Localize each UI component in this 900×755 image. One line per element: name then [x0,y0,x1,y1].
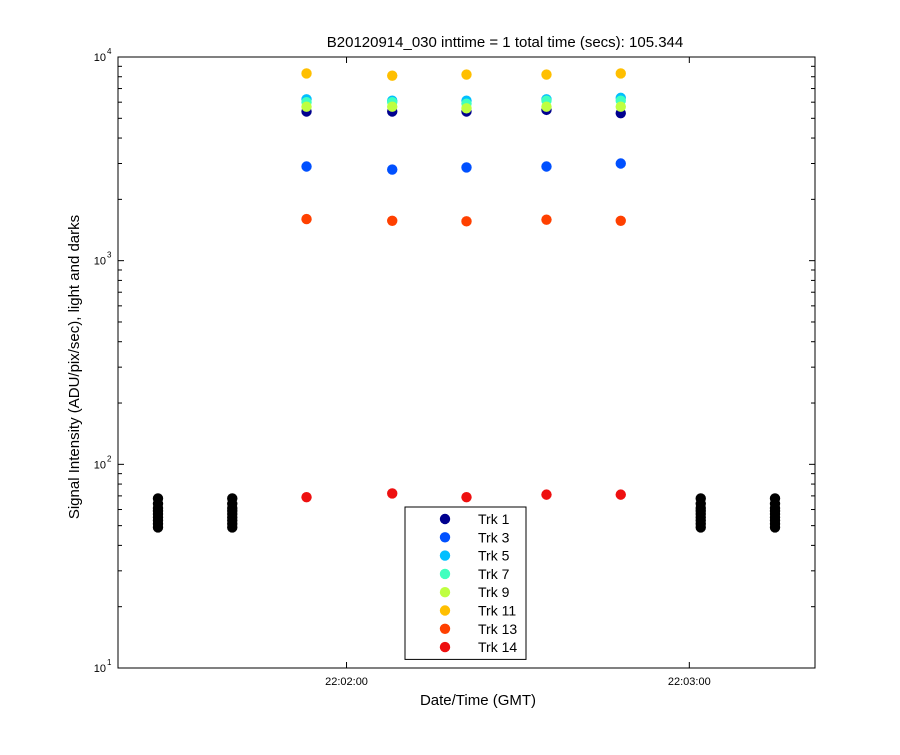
data-point [387,70,398,81]
data-point [615,489,626,500]
data-point [387,488,398,499]
axes-frame [117,56,816,669]
data-point [461,69,472,80]
legend-label: Trk 14 [478,639,517,655]
data-point [541,489,552,500]
data-point [615,68,626,79]
y-tick-base: 10 [94,663,106,675]
y-tick-base: 10 [94,52,106,64]
legend-marker [439,568,451,580]
data-point [461,216,472,227]
data-point [461,491,472,503]
legend-label: Trk 1 [478,511,510,527]
series-trk-9 [301,101,626,114]
chart-title: B20120914_030 inttime = 1 total time (se… [327,34,683,51]
series-trk-3 [301,158,626,175]
dark-point [695,493,706,504]
data-point [615,215,626,226]
legend-marker [439,641,451,653]
data-point [387,215,398,226]
y-tick-exponent: 3 [107,251,112,260]
data-point [301,68,312,79]
series-trk-14 [301,488,626,503]
legend-label: Trk 7 [478,566,510,582]
legend-box [404,506,527,660]
legend-label: Trk 3 [478,529,510,545]
data-point [301,161,312,172]
legend-label: Trk 9 [478,584,510,600]
data-point [615,101,626,112]
y-tick-base: 10 [94,256,106,268]
legend-label: Trk 13 [478,621,517,637]
data-point [461,162,472,173]
y-tick-exponent: 4 [107,47,112,56]
x-axis-label: Date/Time (GMT) [420,692,536,709]
legend-marker [439,532,451,543]
x-tick-label: 22:03:00 [668,676,711,688]
y-tick-label: 102 [94,454,112,471]
data-point [541,101,552,112]
data-point [541,214,552,225]
dark-point [227,493,238,504]
legend-marker [439,513,451,525]
data-point [301,491,312,503]
data-point [615,158,626,169]
y-tick-label: 104 [94,47,112,64]
data-point [387,101,398,112]
y-tick-exponent: 1 [107,658,112,667]
dark-point [769,493,781,504]
y-tick-label: 103 [94,251,112,268]
series-trk-13 [301,213,626,227]
y-tick-label: 101 [94,658,112,675]
data-point [301,213,312,225]
data-point [541,69,552,80]
series-trk-11 [301,68,626,81]
legend-marker [439,550,451,561]
legend-marker [439,587,451,598]
data-point [387,164,398,175]
data-point [461,103,472,114]
legend-marker [439,623,451,634]
legend: Trk 1 Trk 3 Trk 5 Trk 7 Trk 9 Trk 11 Trk 13 Trk… [404,506,527,660]
y-tick-exponent: 2 [107,454,112,463]
data-point [301,101,312,112]
x-tick-label: 22:02:00 [325,676,368,688]
legend-label: Trk 11 [478,603,516,619]
y-tick-base: 10 [94,459,106,471]
dark-point [152,493,164,504]
legend-marker [439,605,451,616]
y-axis-label: Signal Intensity (ADU/pix/sec), light an… [66,215,83,519]
legend-label: Trk 5 [478,548,510,564]
data-point [541,161,552,172]
